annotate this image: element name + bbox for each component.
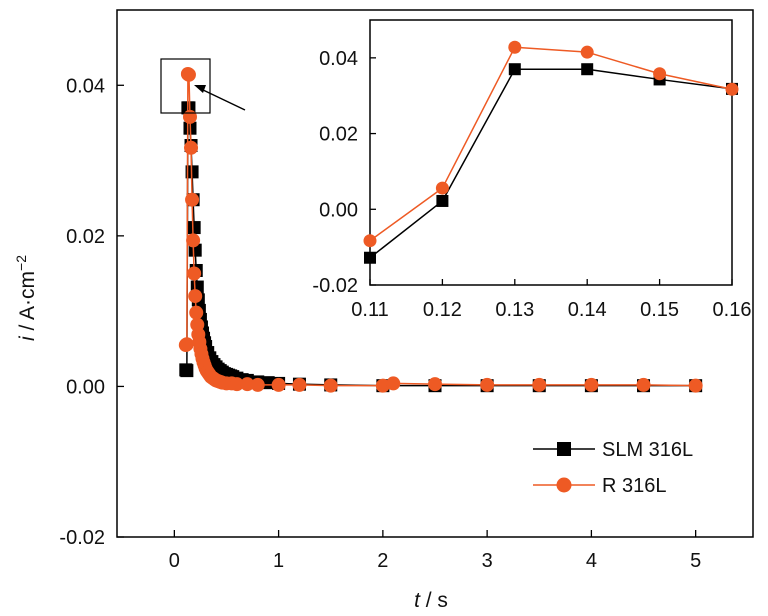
main-point-circle: [323, 378, 338, 393]
legend-label-slm: SLM 316L: [602, 439, 693, 461]
x-axis-title: t / s: [414, 589, 448, 612]
inset-series-r-316l: [363, 40, 739, 248]
main-x-tick-label: 0: [169, 550, 180, 572]
inset-series-line: [369, 68, 733, 259]
main-point-circle: [636, 377, 651, 392]
legend-entry-r: R 316L: [533, 475, 667, 497]
inset-point-square: [436, 194, 449, 207]
main-point-circle: [187, 266, 202, 281]
legend-label-r: R 316L: [602, 475, 667, 497]
inset-series-layer: [363, 40, 739, 264]
main-point-circle: [292, 377, 307, 392]
main-x-axis: 0 1 2 3 4 5: [169, 530, 701, 572]
inset-point-circle: [725, 82, 739, 96]
main-x-tick-label: 2: [377, 550, 388, 572]
main-point-circle: [271, 377, 286, 392]
inset-x-tick-label: 0.12: [423, 299, 462, 321]
y-axis-variable: i: [16, 335, 39, 341]
inset-y-tick-label: 0.00: [319, 199, 358, 221]
inset-x-tick-label: 0.14: [568, 299, 607, 321]
inset-x-tick-label: 0.11: [351, 299, 388, 321]
main-point-square: [187, 221, 201, 235]
x-axis-unit: / s: [420, 589, 448, 612]
main-point-circle: [428, 377, 442, 392]
main-y-tick-label: 0.00: [66, 376, 105, 398]
main-x-tick-label: 3: [482, 550, 493, 572]
main-plot-frame: [116, 9, 754, 538]
main-point-circle: [386, 376, 401, 391]
main-y-axis: -0.02 0.00 0.02 0.04: [59, 75, 124, 549]
main-point-circle: [185, 192, 200, 207]
main-point-circle: [179, 337, 194, 352]
main-point-circle: [375, 378, 390, 393]
zoom-region-box: [160, 58, 211, 114]
main-point-circle: [688, 378, 703, 393]
main-point-circle: [189, 305, 204, 320]
inset-y-tick-label: 0.04: [319, 48, 358, 70]
inset-point-circle: [580, 45, 594, 59]
legend: SLM 316L R 316L: [533, 439, 693, 497]
inset-point-circle: [435, 181, 449, 195]
y-axis-unit-exponent: −2: [13, 255, 29, 271]
inset-x-tick-label: 0.15: [640, 299, 679, 321]
main-x-tick-label: 4: [586, 550, 597, 572]
inset-point-square: [508, 63, 521, 76]
legend-marker-square: [557, 442, 571, 456]
inset-point-circle: [653, 67, 667, 81]
main-y-tick-label: -0.02: [59, 527, 105, 549]
x-axis-variable: t: [414, 589, 421, 612]
inset-background: [370, 20, 732, 285]
main-y-tick-label: 0.04: [66, 75, 105, 97]
inset-y-tick-label: 0.02: [319, 124, 358, 146]
main-point-circle: [532, 377, 547, 392]
main-point-square: [180, 364, 194, 378]
inset-x-tick-label: 0.16: [713, 299, 752, 321]
main-x-tick-label: 5: [690, 550, 701, 572]
inset-x-axis: 0.11 0.12 0.13 0.14 0.15 0.16: [351, 279, 751, 321]
main-point-circle: [186, 233, 201, 248]
zoom-arrow-line: [200, 88, 246, 111]
inset-y-axis: -0.02 0.00 0.02 0.04: [312, 48, 376, 297]
inset-plot-frame: [369, 19, 733, 286]
legend-marker-circle: [556, 477, 572, 493]
main-point-circle: [182, 109, 197, 124]
y-axis-unit: / A·cm: [16, 271, 39, 336]
main-y-tick-label: 0.02: [66, 226, 105, 248]
main-point-square: [261, 376, 275, 390]
zoom-arrow-head: [194, 85, 206, 93]
inset-point-circle: [508, 40, 522, 54]
main-point-circle: [584, 377, 599, 392]
main-point-circle: [480, 377, 495, 392]
inset-y-tick-label: -0.02: [312, 275, 358, 297]
main-point-circle: [229, 377, 244, 392]
inset-point-square: [581, 63, 594, 76]
main-point-circle: [240, 377, 255, 392]
main-point-circle: [250, 377, 265, 392]
main-x-tick-label: 1: [273, 550, 284, 572]
legend-entry-slm: SLM 316L: [533, 439, 693, 461]
main-series-r-316l: [178, 66, 703, 393]
main-point-circle: [188, 289, 203, 304]
main-point-circle: [184, 140, 199, 155]
main-point-circle: [181, 67, 196, 82]
inset-series-line: [369, 46, 733, 242]
main-series-layer: [178, 66, 703, 393]
inset-x-tick-label: 0.13: [495, 299, 534, 321]
y-axis-title: i / A·cm−2: [13, 255, 39, 341]
inset-point-square: [364, 251, 376, 264]
inset-point-circle: [363, 234, 377, 248]
